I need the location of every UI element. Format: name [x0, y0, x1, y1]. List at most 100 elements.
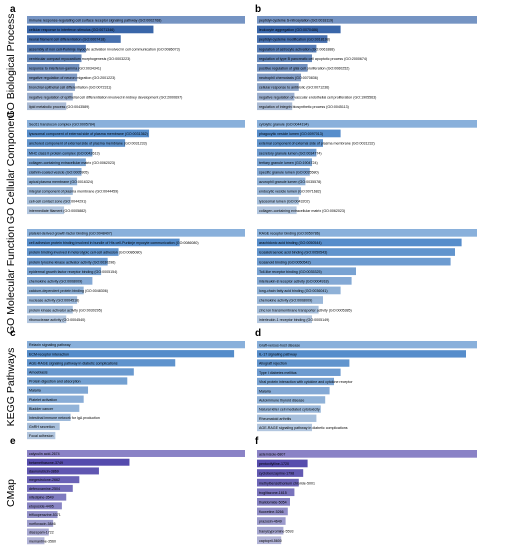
bar-label: deferoxamine-2504 [29, 487, 60, 491]
bar [257, 359, 350, 367]
bar [257, 286, 341, 295]
panel-f: f astemizole-6807 pentoxifylline-1720 cyclo… [255, 436, 477, 545]
bar-label: collagen-containing extracellular matrix… [259, 209, 345, 213]
bar-label: MHC class II protein complex (GO:0042613… [29, 151, 100, 155]
bar-label: cell-cell contact zone (GO:0044291) [29, 199, 86, 203]
bar-label: platelet-derived growth factor binding (… [29, 232, 112, 236]
bar [257, 536, 282, 545]
bar-label: integral component of plasma membrane (G… [29, 190, 118, 194]
panel-e: e calyculin acid-2674 betamethasone-3749 da… [10, 436, 245, 545]
bar [257, 305, 319, 314]
bar-label: immune response-regulating cell surface … [29, 19, 161, 23]
bar [27, 467, 99, 475]
bar [27, 476, 80, 484]
bar [257, 73, 301, 82]
bar-label: ribonuclease activity (GO:0004540) [29, 318, 85, 322]
bar [257, 414, 317, 422]
bar-label: regulation of astrocyte activation (GO:0… [259, 47, 335, 51]
bar [27, 267, 102, 276]
bar [27, 158, 86, 167]
bar-label: IL-17 signaling pathway [259, 353, 297, 357]
bar [27, 413, 71, 421]
bar [257, 526, 284, 535]
bar [27, 341, 245, 349]
panel-letter: f [255, 436, 259, 447]
bar [27, 350, 235, 358]
bar [27, 25, 154, 34]
bar [27, 229, 245, 237]
bar [257, 488, 295, 497]
bar [257, 54, 312, 63]
bar [27, 248, 119, 256]
bar [27, 377, 128, 385]
bar [257, 102, 293, 111]
bar-label: nifedipine-3549 [29, 496, 54, 500]
bar [257, 168, 310, 176]
bar [257, 25, 341, 34]
bar [27, 196, 71, 205]
bar-label: icosatetraenoic acid binding (GO:0050543… [259, 251, 327, 255]
bar [27, 484, 73, 492]
bar [257, 187, 301, 195]
bar-label: AGE-RAGE signaling pathway in diabetic c… [29, 361, 118, 365]
bar [257, 315, 312, 324]
bar-label: astemizole-6807 [259, 453, 285, 457]
bar [27, 431, 56, 440]
bar-label: specific granule lumen (GO:0035580) [259, 171, 319, 175]
bar-label: arachidonic acid binding (GO:0050544) [259, 241, 322, 245]
bar [27, 44, 86, 53]
bar-label: Relaxin signaling pathway [29, 343, 71, 347]
bar [27, 386, 89, 394]
bar [257, 469, 304, 477]
bar-label: secretory granule lumen (GO:0034774) [259, 151, 322, 155]
bar-label: neural filament cell differentiation (GO… [29, 38, 105, 42]
bar [27, 368, 134, 376]
bar [257, 229, 477, 237]
bar [257, 341, 477, 349]
bar-label: nuclease activity (GO:0004518) [29, 299, 79, 303]
bar-label: fluoxetine-5266 [259, 510, 284, 514]
bar-label: Platelet activation [29, 398, 57, 402]
bar [27, 296, 78, 304]
bar [257, 257, 451, 266]
panels-layer: a immune response-regulating cell surface… [10, 4, 477, 545]
bar-label: protein tyrosine kinase activator activi… [29, 260, 116, 264]
bar-label: regulation of type B pancreatic cell apo… [259, 57, 367, 61]
bar [27, 404, 80, 412]
bar [27, 359, 176, 367]
bar-label: chemokine activity (GO:0008009) [259, 299, 312, 303]
bar-label: Focal adhesion [29, 434, 53, 438]
bar [257, 158, 312, 167]
bar-label: icosanoid binding (GO:0050542) [259, 260, 311, 264]
bar-label: tertiary granule lumen (GO:1904724) [259, 161, 318, 165]
bar-label: endocytic vesicle lumen (GO:0071682) [259, 190, 321, 194]
panel-chart-5: RAGE receptor binding (GO:0050786) arachi… [257, 229, 477, 324]
bar-label: anchored component of external side of p… [29, 142, 147, 146]
bar-label: assembly of non cell-Purkinje myocyte ac… [29, 47, 180, 51]
bar-label: lysosomal lumen (GO:0043202) [259, 199, 310, 203]
bar-label: cell adhesion protein binding involved i… [29, 241, 199, 245]
bar-label: leukocyte aggregation (GO:0070486) [259, 28, 318, 32]
bar-label: Natural killer cell mediated cytotoxicit… [259, 408, 320, 412]
bar-label: cyclobenzaprine-1798 [259, 472, 294, 476]
bar-label: lipid metabolic process (GO:0043589) [29, 105, 89, 109]
bar [27, 35, 121, 43]
bar-label: etoposide-4495 [29, 504, 54, 508]
bar-label: troglitazone-1615 [259, 491, 287, 495]
bar-label: Rheumatoid arthritis [259, 417, 291, 421]
bar-label: Malaria [29, 389, 41, 393]
bar [27, 257, 108, 266]
bar [27, 458, 130, 466]
bar [27, 73, 78, 82]
bar-label: external component of external side of p… [259, 142, 375, 146]
bar [27, 537, 45, 545]
bar-label: thalidomide-5054 [259, 501, 287, 505]
bar-label: positive regulation of glial cell prolif… [259, 67, 350, 71]
bar-label: calyculin acid-2674 [29, 452, 60, 456]
bar [257, 396, 326, 404]
bar [27, 120, 245, 128]
bar [257, 16, 477, 24]
bar-label: Amoebiasis [29, 371, 48, 375]
bar [257, 148, 317, 157]
bar [27, 238, 180, 247]
